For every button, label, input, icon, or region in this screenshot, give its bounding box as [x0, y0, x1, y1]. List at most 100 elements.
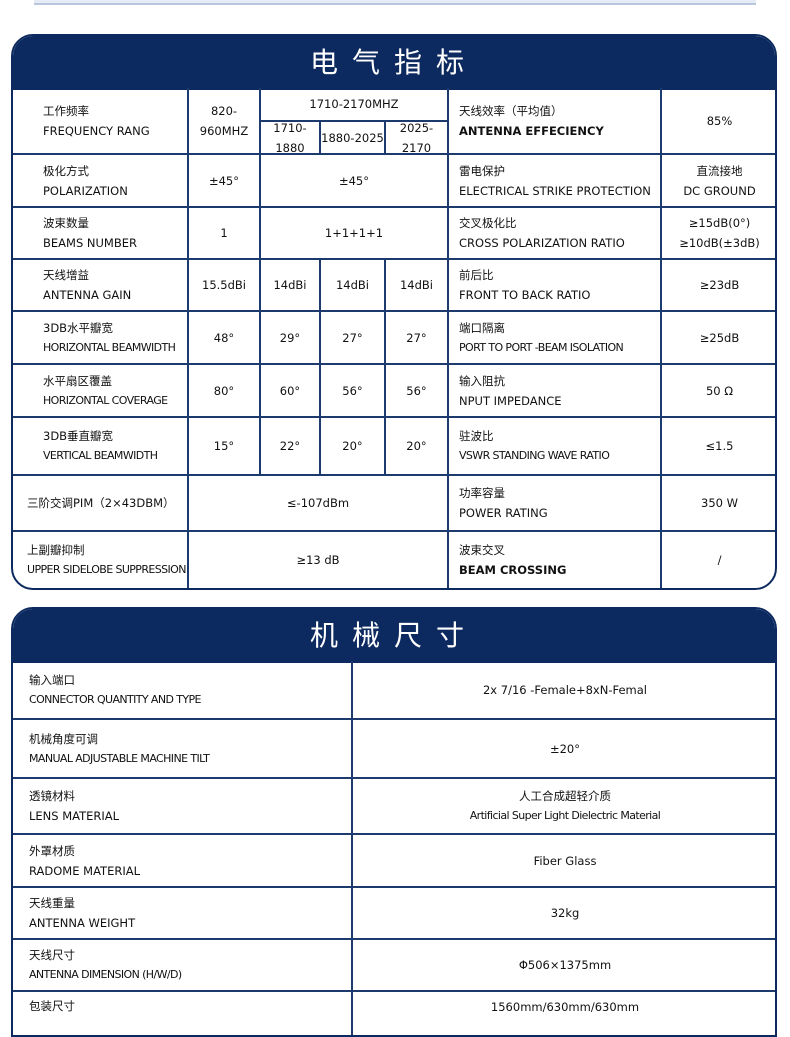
electrical-spec-table: 电气指标 工作频率 FREQUENCY RANG 820-960MHZ 1710-21…: [11, 34, 777, 590]
spec-label: 波束交叉 BEAM CROSSING: [449, 532, 662, 588]
spec-value: 27°: [386, 312, 449, 365]
cell-text: 350 W: [701, 496, 738, 510]
cell-text: 3DB水平瓣宽: [43, 320, 114, 335]
spec-label: 天线效率（平均值） ANTENNA EFFECIENCY: [449, 88, 662, 155]
spec-value: 48°: [189, 312, 261, 365]
cell-text: 人工合成超轻介质: [519, 789, 611, 803]
cell-text: 天线增益: [43, 268, 89, 282]
cell-text: 雷电保护: [459, 163, 505, 178]
spec-value: 820-960MHZ: [189, 88, 261, 155]
cell-text: HORIZONTAL BEAMWIDTH: [43, 340, 176, 354]
spec-value: 1560mm/630mm/630mm: [353, 992, 775, 1035]
cell-text: LENS MATERIAL: [29, 809, 120, 823]
spec-value: 14dBi: [261, 260, 321, 312]
cell-text: 32kg: [550, 906, 580, 920]
cell-text: ANTENNA EFFECIENCY: [459, 123, 604, 138]
cell-text: 29°: [279, 330, 301, 345]
spec-value: 29°: [261, 312, 321, 365]
cell-text: 外罩材质: [29, 843, 75, 858]
cell-text: 56°: [406, 383, 427, 398]
cell-text: ≤1.5: [705, 439, 734, 453]
spec-label: 工作频率 FREQUENCY RANG: [13, 88, 189, 155]
spec-label: 透镜材料 LENS MATERIAL: [13, 779, 353, 835]
cell-text: 前后比: [459, 268, 494, 282]
section-title: 电气指标: [13, 36, 775, 90]
cell-text: HORIZONTAL COVERAGE: [43, 393, 168, 407]
cell-text: 14dBi: [335, 278, 370, 292]
spec-value: 50 Ω: [662, 365, 775, 418]
cell-text: 波束数量: [43, 216, 89, 230]
cell-text: ≥10dB(±3dB): [679, 236, 760, 250]
cell-text: 直流接地: [696, 163, 743, 178]
spec-value: 直流接地 DC GROUND: [662, 155, 775, 208]
spec-value: ±45°: [261, 155, 449, 208]
spec-value: 20°: [321, 418, 386, 476]
spec-value: Φ506×1375mm: [353, 940, 775, 992]
spec-label: 3DB水平瓣宽 HORIZONTAL BEAMWIDTH: [13, 312, 189, 365]
spec-value: 20°: [386, 418, 449, 476]
spec-label: 包装尺寸: [13, 992, 353, 1035]
cell-text: ≥13 dB: [296, 553, 340, 567]
cell-text: BEAMS NUMBER: [43, 236, 137, 250]
cell-text: 14dBi: [399, 278, 434, 292]
cell-text: 20°: [406, 439, 427, 453]
cell-text: 端口隔离: [459, 320, 505, 335]
cell-text: 驻波比: [459, 429, 494, 443]
spec-label: 前后比 FRONT TO BACK RATIO: [449, 260, 662, 312]
cell-text: 15°: [213, 439, 235, 453]
cell-text: 1880-2025: [321, 130, 384, 145]
cell-text: 工作频率: [43, 103, 89, 118]
spec-value: 32kg: [353, 888, 775, 940]
cell-text: ±45°: [208, 173, 240, 188]
cell-text: 80°: [213, 383, 235, 398]
cell-text: ≥15dB(0°): [688, 216, 751, 230]
spec-value: 15°: [189, 418, 261, 476]
cell-text: 60°: [279, 383, 301, 398]
spec-label: 三阶交调PIM（2×43DBM）: [13, 476, 189, 532]
spec-value: 56°: [321, 365, 386, 418]
spec-value: 14dBi: [386, 260, 449, 312]
spec-value: 1: [189, 208, 261, 260]
spec-value: ≥13 dB: [189, 532, 449, 588]
cell-text: ANTENNA WEIGHT: [29, 916, 136, 930]
cell-text: ≤-107dBm: [286, 496, 350, 510]
spec-value: 56°: [386, 365, 449, 418]
cell-text: CROSS POLARIZATION RATIO: [459, 236, 625, 250]
spec-value: ≤1.5: [662, 418, 775, 476]
cell-text: 15.5dBi: [202, 278, 246, 292]
spec-label: 输入阻抗 NPUT IMPEDANCE: [449, 365, 662, 418]
cell-text: 三阶交调PIM（2×43DBM）: [27, 496, 175, 510]
cell-text: 56°: [342, 383, 363, 398]
spec-value: 人工合成超轻介质 Artificial Super Light Dielectri…: [353, 779, 775, 835]
cell-text: POWER RATING: [459, 506, 548, 520]
spec-label: 端口隔离 PORT TO PORT -BEAM ISOLATION: [449, 312, 662, 365]
cell-text: 水平扇区覆盖: [43, 373, 112, 388]
spec-value: 80°: [189, 365, 261, 418]
cell-text: POLARIZATION: [43, 183, 128, 198]
spec-label: 机械角度可调 MANUAL ADJUSTABLE MACHINE TILT: [13, 720, 353, 779]
cell-text: 3DB垂直瓣宽: [43, 429, 114, 443]
spec-value: ≥23dB: [662, 260, 775, 312]
cell-text: Fiber Glass: [533, 853, 597, 868]
cell-text: FREQUENCY RANG: [43, 123, 150, 138]
section-title: 机械尺寸: [13, 609, 775, 663]
cell-text: 2x 7/16 -Female+8xN-Femal: [482, 682, 647, 697]
spec-label: 水平扇区覆盖 HORIZONTAL COVERAGE: [13, 365, 189, 418]
cell-text: 1710-2170MHZ: [309, 97, 399, 111]
spec-label: 功率容量 POWER RATING: [449, 476, 662, 532]
spec-value: ±45°: [189, 155, 261, 208]
cell-text: 输入端口: [29, 672, 75, 687]
spec-label: 天线重量 ANTENNA WEIGHT: [13, 888, 353, 940]
spec-label: 驻波比 VSWR STANDING WAVE RATIO: [449, 418, 662, 476]
cell-text: 1+1+1+1: [324, 226, 384, 240]
cell-text: ANTENNA GAIN: [43, 288, 132, 302]
spec-value: 2x 7/16 -Female+8xN-Femal: [353, 661, 775, 720]
spec-value: 1880-2025: [321, 122, 386, 155]
spec-label: 天线增益 ANTENNA GAIN: [13, 260, 189, 312]
cell-text: 天线效率（平均值）: [459, 103, 563, 118]
spec-value: 85%: [662, 88, 775, 155]
spec-value: 1+1+1+1: [261, 208, 449, 260]
cell-text: PORT TO PORT -BEAM ISOLATION: [459, 340, 624, 354]
cell-text: 2025-2170: [399, 120, 434, 155]
cell-text: 功率容量: [459, 486, 505, 500]
